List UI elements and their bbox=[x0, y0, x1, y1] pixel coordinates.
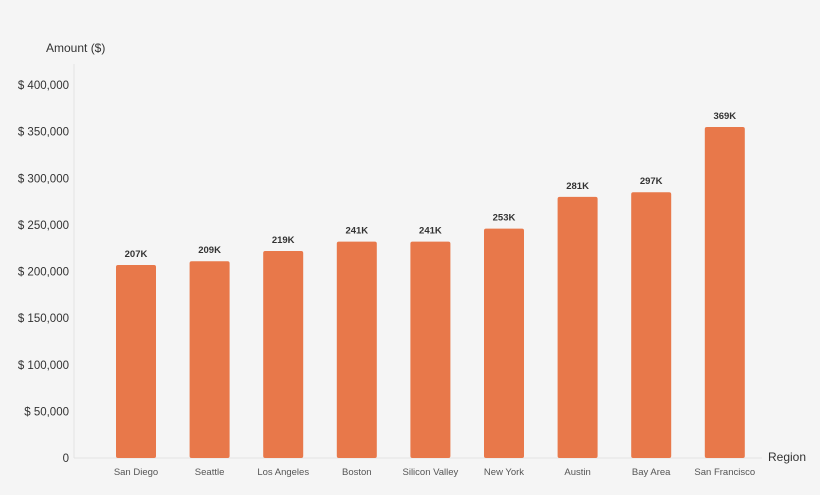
bar bbox=[336, 241, 377, 458]
category-label: Silicon Valley bbox=[403, 467, 459, 478]
bar bbox=[116, 264, 156, 458]
bar bbox=[484, 228, 524, 458]
y-tick-label: 0 bbox=[63, 453, 69, 465]
data-label: 241K bbox=[419, 226, 442, 237]
y-tick-label: $ 100,000 bbox=[18, 360, 69, 372]
category-label: Los Angeles bbox=[257, 467, 309, 478]
y-tick-label: $ 400,000 bbox=[18, 80, 69, 92]
y-tick-label: $ 150,000 bbox=[18, 313, 69, 325]
data-label: 219K bbox=[272, 235, 295, 246]
category-label: Seattle bbox=[195, 467, 225, 478]
y-tick-label: $ 350,000 bbox=[18, 127, 69, 139]
data-label: 369K bbox=[713, 111, 736, 122]
category-label: Bay Area bbox=[632, 467, 671, 478]
x-axis-title: Region bbox=[768, 450, 806, 464]
y-tick-label: $ 250,000 bbox=[18, 220, 69, 232]
y-axis-title: Amount ($) bbox=[46, 41, 105, 55]
category-label: San Francisco bbox=[694, 467, 755, 478]
category-label: Boston bbox=[342, 467, 372, 478]
bar bbox=[189, 261, 230, 458]
bar bbox=[410, 241, 451, 458]
category-label: Austin bbox=[564, 467, 590, 478]
data-label: 281K bbox=[566, 181, 589, 192]
data-label: 207K bbox=[125, 249, 148, 260]
bar bbox=[704, 126, 745, 459]
category-labels: San Diego Seattle Los Angeles Boston Silicon… bbox=[114, 467, 755, 478]
y-tick-label: $ 200,000 bbox=[18, 267, 69, 279]
category-label: New York bbox=[484, 467, 524, 478]
y-tick-labels: 0 $ 50,000 $ 100,000 $ 150,000 $ 200,000 $ 25… bbox=[18, 80, 69, 465]
category-label: San Diego bbox=[114, 467, 158, 478]
y-tick-label: $ 300,000 bbox=[18, 173, 69, 185]
data-label: 297K bbox=[640, 176, 663, 187]
bar bbox=[631, 192, 672, 459]
bars bbox=[116, 126, 745, 459]
data-label: 241K bbox=[345, 226, 368, 237]
data-label: 209K bbox=[198, 245, 221, 256]
y-tick-label: $ 50,000 bbox=[24, 406, 69, 418]
bar bbox=[263, 250, 304, 458]
data-label: 253K bbox=[493, 213, 516, 224]
data-labels: 207K 209K 219K 241K 241K 253K 281K 297K 369K bbox=[125, 111, 737, 260]
bar bbox=[557, 196, 598, 458]
